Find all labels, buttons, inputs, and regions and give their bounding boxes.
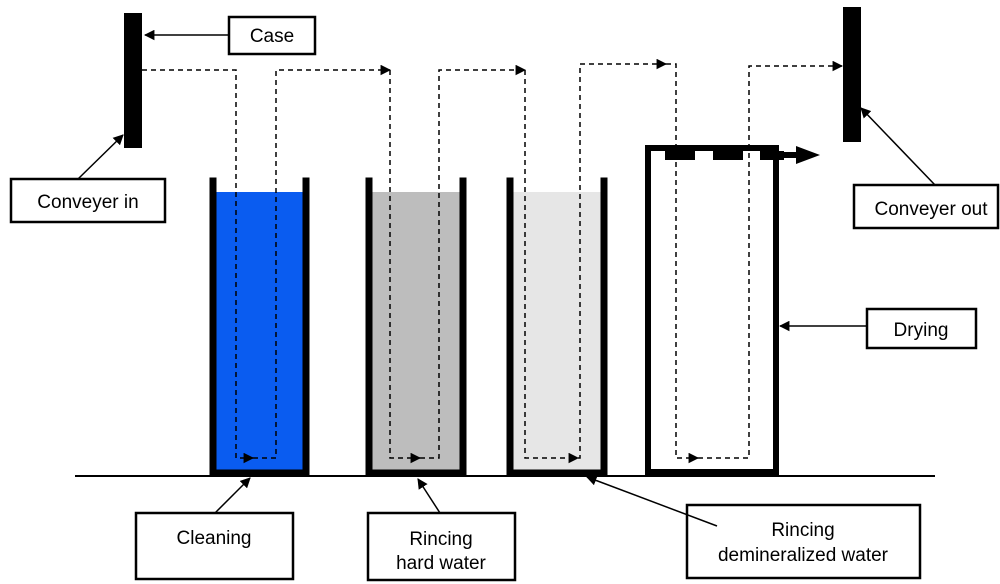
conveyer-out-pointer <box>860 107 936 186</box>
cleaning-label-box: Cleaning <box>134 511 295 581</box>
demineralized-water-liquid <box>513 192 601 470</box>
drying-chamber <box>645 145 820 475</box>
cleaning-liquid <box>216 192 303 470</box>
drying-nozzle <box>760 151 784 160</box>
rincing-demineralized-tank <box>506 177 608 477</box>
cleaning-tank <box>209 177 310 477</box>
rincing-demineralized-label-box: Rincing demineralized water <box>685 503 922 580</box>
cleaning-pointer <box>214 477 251 514</box>
rincing-demineralized-label-line2: demineralized water <box>718 545 889 566</box>
path-segment <box>253 64 392 459</box>
rincing-hard-water-label-line2: hard water <box>396 553 486 574</box>
transport-path <box>142 58 844 464</box>
rincing-demineralized-pointer <box>586 475 718 527</box>
conveyer-in-label-box: Conveyer in <box>9 177 167 224</box>
case-label: Case <box>250 26 294 47</box>
path-segment <box>578 58 668 459</box>
path-segment <box>389 70 422 464</box>
rincing-hard-water-pointer <box>417 478 441 514</box>
path-segment <box>524 70 580 464</box>
path-segment <box>698 60 844 459</box>
path-segment <box>420 64 527 459</box>
drying-label: Drying <box>894 320 949 341</box>
conveyer-out-bar <box>843 7 861 142</box>
drying-label-box: Drying <box>865 307 978 350</box>
rincing-demineralized-label-line1: Rincing <box>771 520 834 541</box>
hard-water-liquid <box>372 192 460 470</box>
rincing-hard-water-tank <box>365 177 467 477</box>
conveyer-in-pointer <box>77 134 124 180</box>
rincing-hard-water-label-line1: Rincing <box>409 529 472 550</box>
conveyer-out-label: Conveyer out <box>874 199 988 220</box>
conveyer-in-bar <box>124 13 142 148</box>
drying-nozzle <box>713 151 743 160</box>
conveyer-out-label-box: Conveyer out <box>852 183 1000 230</box>
cleaning-label: Cleaning <box>177 528 252 549</box>
rincing-hard-water-label-box: Rincing hard water <box>366 511 517 582</box>
drying-nozzle <box>665 151 695 160</box>
conveyer-in-label: Conveyer in <box>37 192 138 213</box>
path-segment <box>142 69 255 464</box>
case-label-box: Case <box>227 15 317 56</box>
path-segment <box>666 63 700 464</box>
